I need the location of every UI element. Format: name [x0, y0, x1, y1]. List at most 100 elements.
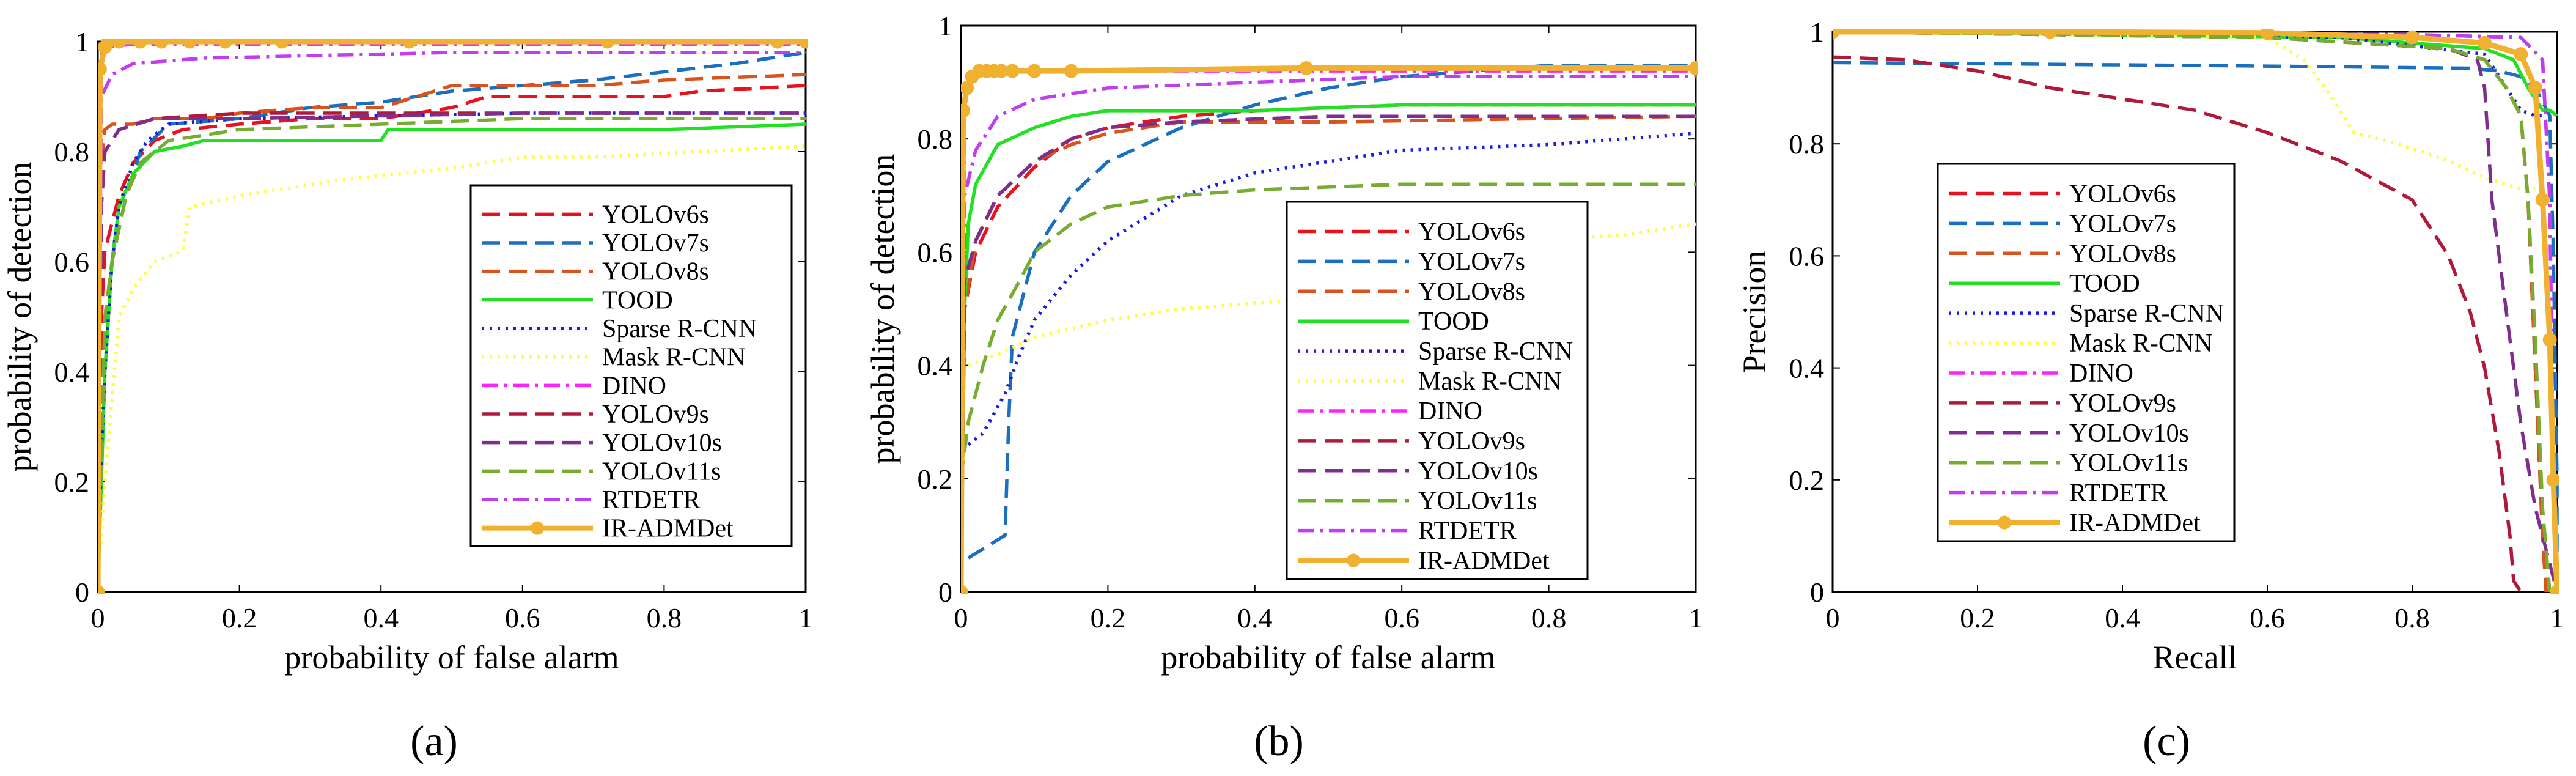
x-tick-label: 0.2	[222, 602, 257, 634]
x-tick-label: 0.6	[2250, 602, 2285, 634]
y-tick-label: 0	[1810, 577, 1824, 608]
series-group	[1833, 29, 2559, 594]
x-axis-label: Recall	[2153, 639, 2237, 676]
y-tick-label: 0.2	[1789, 465, 1825, 496]
series-marker	[1064, 64, 1078, 78]
y-tick-label: 0.6	[54, 246, 90, 278]
legend-label: YOLOv8s	[602, 258, 709, 286]
series-marker	[2550, 585, 2559, 594]
series-marker	[798, 39, 808, 49]
legend-label: IR-ADMDet	[1418, 547, 1550, 575]
x-tick-label: 0.6	[505, 602, 540, 634]
legend-label: YOLOv7s	[2069, 210, 2176, 238]
y-tick-label: 0.8	[54, 136, 90, 168]
y-tick-label: 1	[75, 26, 89, 57]
series-marker	[154, 39, 169, 49]
y-tick-label: 0.2	[54, 467, 90, 498]
series-line	[961, 75, 1696, 593]
x-tick-label: 0.4	[363, 602, 399, 634]
series-marker	[1005, 64, 1020, 78]
y-tick-label: 0.6	[1789, 240, 1825, 272]
series-marker	[112, 39, 127, 49]
legend-label: YOLOv8s	[2069, 240, 2176, 268]
y-tick-label: 0.4	[918, 350, 953, 382]
legend-label: TOOD	[1418, 308, 1489, 336]
series-marker	[98, 62, 107, 76]
legend-label: Sparse R-CNN	[602, 315, 757, 343]
series-marker	[2514, 47, 2528, 62]
x-tick-label: 0	[1826, 602, 1840, 634]
x-tick-label: 1	[2550, 602, 2564, 634]
series-group	[98, 39, 808, 594]
y-tick-label: 1	[938, 10, 952, 42]
legend-label: YOLOv11s	[2069, 449, 2188, 478]
x-tick-label: 0.4	[2105, 602, 2140, 634]
x-tick-label: 0.2	[1091, 602, 1126, 634]
x-tick-label: 1	[1689, 602, 1703, 634]
legend-label: Mask R-CNN	[2069, 330, 2213, 358]
panel-label-b: (b)	[1254, 718, 1304, 765]
series-group	[961, 61, 1698, 594]
series-marker	[98, 585, 105, 594]
x-axis-label: probability of false alarm	[284, 639, 619, 676]
series-line	[961, 114, 1696, 593]
series-line	[98, 117, 806, 593]
legend-label: YOLOv7s	[602, 229, 709, 257]
series-marker	[2535, 193, 2550, 207]
series-line	[1833, 61, 2559, 592]
y-tick-label: 1	[1810, 17, 1824, 48]
y-tick-label: 0	[938, 577, 952, 608]
legend-box	[469, 184, 793, 547]
y-tick-label: 0.2	[918, 464, 953, 495]
legend-label: IR-ADMDet	[602, 515, 734, 543]
series-marker	[2542, 333, 2557, 347]
series-line	[98, 84, 806, 593]
legend-label: DINO	[602, 372, 666, 400]
series-line	[98, 51, 806, 593]
legend-label: TOOD	[2069, 270, 2140, 298]
series-marker	[770, 39, 785, 49]
series-marker	[274, 39, 289, 49]
y-tick-label: 0.4	[54, 357, 90, 388]
series-marker	[961, 585, 968, 594]
panel-label-c: (c)	[2143, 718, 2190, 765]
series-line	[961, 114, 1696, 593]
legend-label: IR-ADMDet	[2069, 509, 2201, 538]
y-axis-label: probability of detection	[864, 154, 901, 464]
series-line	[1833, 30, 2559, 593]
legend-label: YOLOv6s	[2069, 180, 2176, 208]
legend-label: YOLOv11s	[1418, 487, 1537, 515]
legend-label: DINO	[2069, 360, 2133, 388]
y-tick-label: 0.4	[1789, 353, 1825, 384]
series-line	[1833, 55, 2523, 593]
chart-panel-a: 0 0.2 0.4 0.6 0.8 1 0 0.2 0.4 0.6 0.8 1 probability …	[1, 26, 813, 676]
legend-label: YOLOv9s	[602, 401, 709, 429]
series-line	[1833, 30, 2552, 593]
legend-marker	[1347, 553, 1360, 567]
series-marker	[2043, 29, 2057, 39]
panel-label-a: (a)	[410, 718, 458, 765]
legend-label: RTDETR	[602, 486, 701, 514]
legend-label: YOLOv11s	[602, 457, 721, 486]
series-line	[961, 182, 1696, 479]
chart-panel-b: 0 0.2 0.4 0.6 0.8 1 0 0.2 0.4 0.6 0.8 1 probability …	[864, 10, 1703, 676]
series-marker	[133, 39, 147, 49]
y-tick-label: 0.8	[1789, 128, 1825, 160]
x-tick-label: 0	[91, 602, 105, 634]
series-line	[961, 103, 1696, 593]
series-marker	[218, 39, 232, 49]
legend-label: RTDETR	[2069, 479, 2168, 508]
series-marker	[1299, 61, 1314, 75]
series-marker	[961, 103, 971, 118]
legend-label: TOOD	[602, 286, 673, 314]
legend-label: Mask R-CNN	[1418, 368, 1562, 396]
y-axis-label: probability of detection	[1, 162, 38, 472]
x-tick-label: 0.6	[1384, 602, 1419, 634]
legend-marker	[1998, 515, 2011, 530]
legend-label: YOLOv6s	[602, 201, 709, 229]
series-marker	[600, 39, 615, 49]
series-marker	[2478, 35, 2492, 50]
series-marker	[1688, 61, 1698, 75]
